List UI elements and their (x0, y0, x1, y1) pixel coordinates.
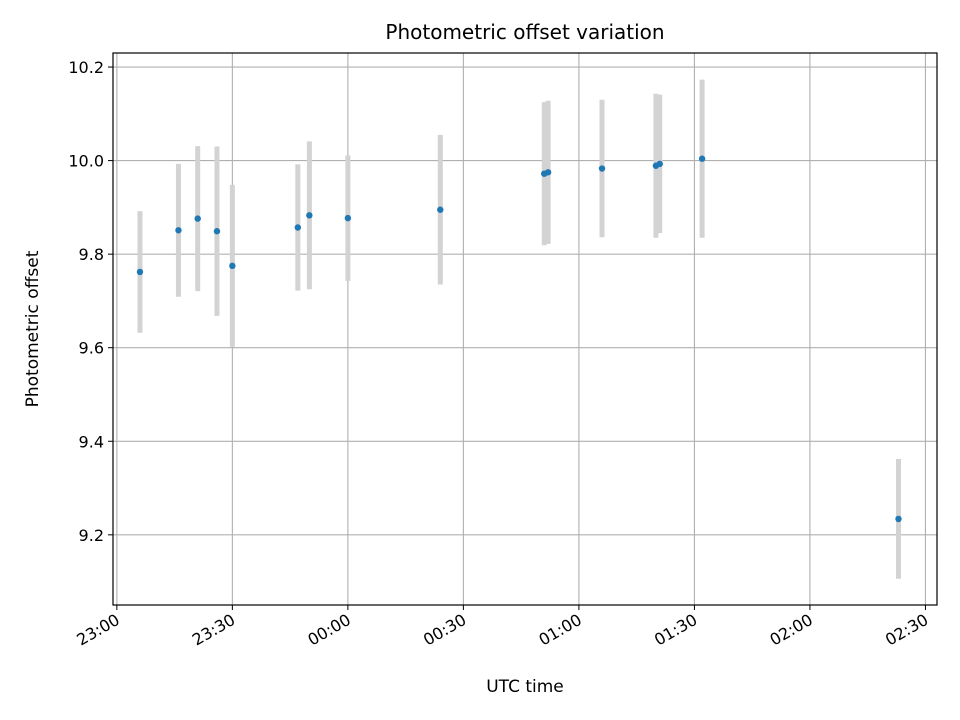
y-tick-label: 10.2 (68, 58, 104, 77)
data-point (698, 155, 706, 162)
data-point (306, 212, 313, 219)
data-point (229, 262, 236, 270)
data-point (895, 515, 902, 523)
data-point (136, 268, 144, 276)
data-point (194, 215, 201, 222)
data-point (175, 227, 182, 234)
data-point (656, 160, 663, 168)
data-point (344, 214, 352, 222)
plot-frame (112, 52, 938, 606)
data-point (437, 206, 444, 213)
y-axis-ticks: 9.2 9.4 9.6 9.8 10.0 10.2 (68, 58, 113, 545)
data-point (213, 228, 221, 235)
data-points (136, 155, 902, 523)
y-tick-label: 9.8 (79, 245, 104, 264)
x-axis-label: UTC time (486, 677, 564, 697)
y-tick-label: 9.6 (79, 339, 104, 358)
y-tick-label: 9.4 (79, 432, 104, 451)
y-tick-label: 10.0 (68, 152, 104, 171)
data-point (598, 165, 606, 172)
y-axis-label: Photometric offset (23, 250, 43, 407)
grid-lines (113, 53, 937, 605)
data-point (294, 224, 302, 231)
chart-title: Photometric offset variation (385, 20, 664, 44)
y-tick-label: 9.2 (79, 526, 104, 545)
data-point (544, 169, 552, 176)
